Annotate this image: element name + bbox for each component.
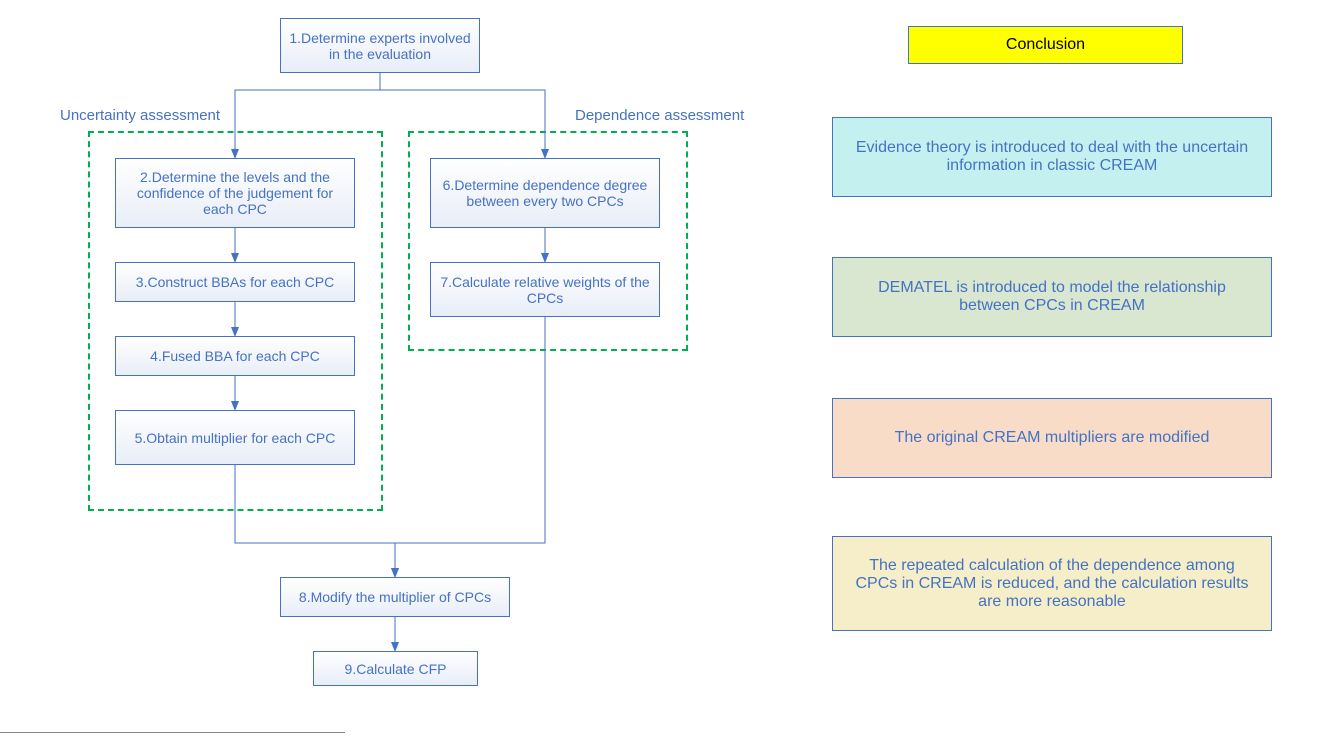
node-8-modify-multiplier: 8.Modify the multiplier of CPCs: [280, 577, 510, 617]
conclusion-4: The repeated calculation of the dependen…: [832, 536, 1272, 631]
node-9-calculate-cfp: 9.Calculate CFP: [313, 651, 478, 686]
conclusion-1: Evidence theory is introduced to deal wi…: [832, 117, 1272, 197]
uncertainty-label: Uncertainty assessment: [60, 107, 220, 124]
uncertainty-group-box: [88, 131, 383, 511]
dependence-group-box: [408, 131, 688, 351]
conclusion-3: The original CREAM multipliers are modif…: [832, 398, 1272, 478]
dependence-label: Dependence assessment: [575, 107, 744, 124]
node-1-determine-experts: 1.Determine experts involved in the eval…: [280, 18, 480, 73]
conclusion-title: Conclusion: [908, 26, 1183, 64]
conclusion-2: DEMATEL is introduced to model the relat…: [832, 257, 1272, 337]
footer-divider: [0, 732, 345, 733]
